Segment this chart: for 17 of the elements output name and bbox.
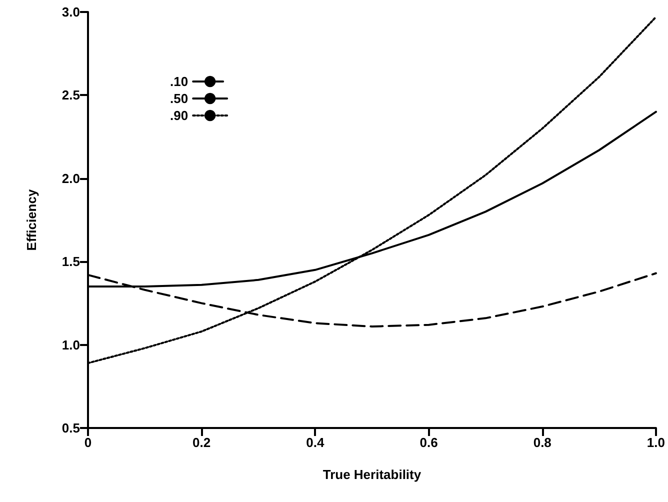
y-tick-label: 3.0 bbox=[62, 4, 80, 20]
x-tick-label: 0.2 bbox=[192, 435, 211, 450]
y-tick-label: 2.5 bbox=[62, 88, 80, 103]
x-axis-title: True Heritability bbox=[322, 467, 422, 482]
x-tick-label: 1.0 bbox=[646, 435, 666, 450]
legend-label: .90 bbox=[170, 108, 188, 123]
x-tick-label: 0 bbox=[84, 435, 92, 450]
x-tick-label: 0.6 bbox=[420, 435, 438, 450]
x-tick-label: 0.8 bbox=[533, 435, 552, 450]
x-tick-label: 0.4 bbox=[306, 435, 325, 450]
y-tick-label: 1.0 bbox=[62, 337, 80, 352]
legend-label: .10 bbox=[170, 74, 188, 89]
y-tick-label: 1.5 bbox=[62, 254, 80, 270]
legend-label: .50 bbox=[170, 91, 188, 106]
y-tick-label: 2.0 bbox=[62, 170, 80, 186]
y-tick-label: 0.5 bbox=[62, 420, 80, 436]
y-axis-title: Efficiency bbox=[24, 188, 39, 251]
